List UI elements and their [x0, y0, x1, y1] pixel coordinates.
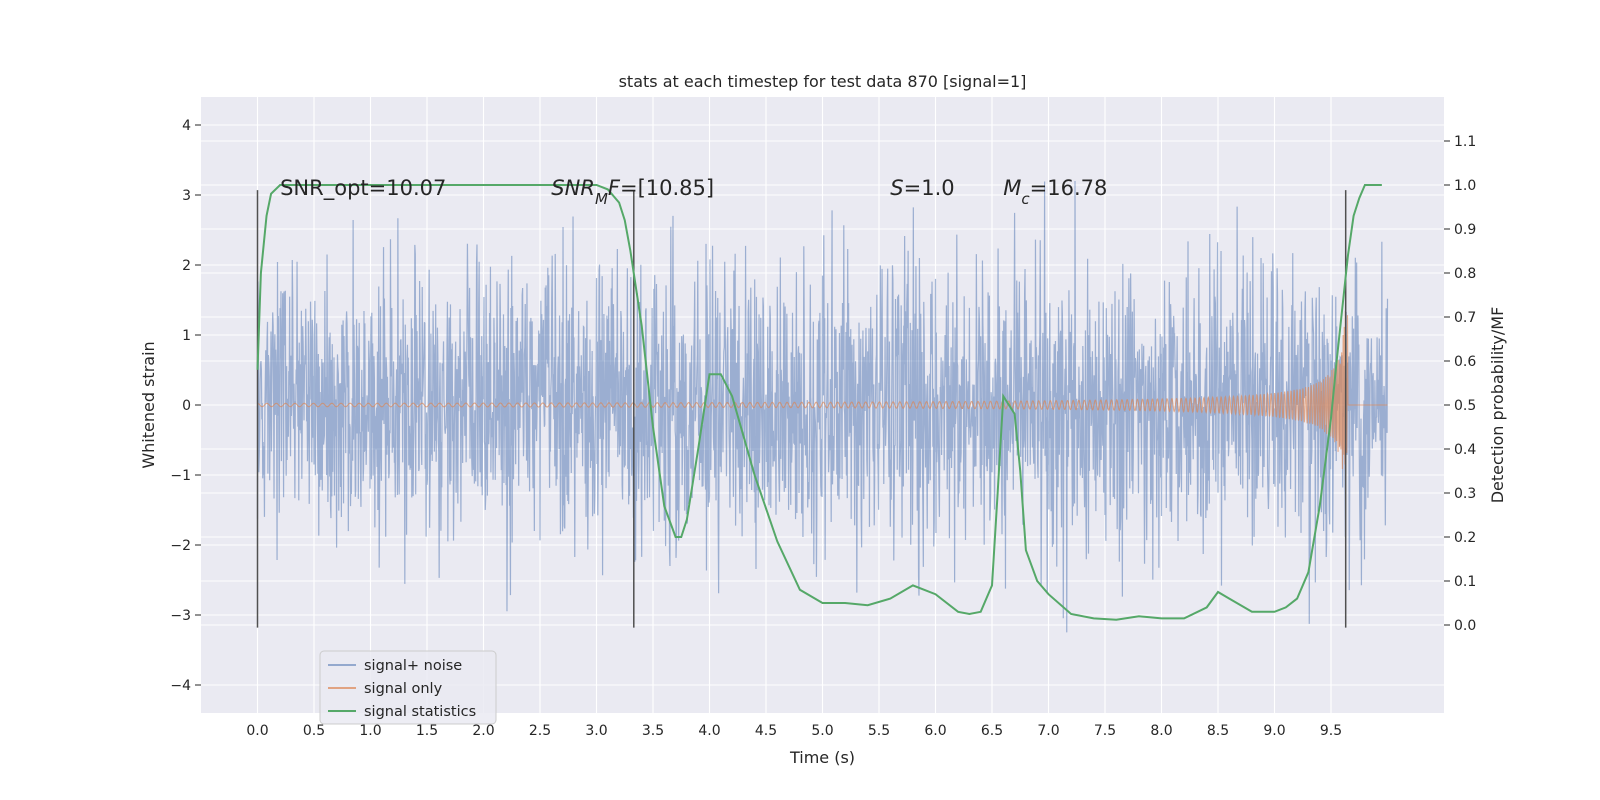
legend: signal+ noise signal only signal statistic… — [319, 650, 497, 725]
y-right-tick-label: 0.8 — [1454, 266, 1476, 282]
y-left-axis-ticks: 4 3 2 1 0 −1 −2 −3 −4 — [170, 118, 201, 694]
x-tick-label: 6.0 — [924, 723, 946, 739]
y-left-tick-label: −3 — [170, 608, 191, 624]
legend-entry-label: signal+ noise — [364, 658, 462, 674]
y-right-axis-label: Detection probability/MF — [1488, 307, 1507, 504]
annotation-text: SNR_opt=10.07 — [280, 176, 446, 201]
y-right-tick-label: 0.1 — [1454, 574, 1476, 590]
y-left-tick-label: 4 — [182, 118, 191, 134]
y-left-tick-label: −1 — [170, 468, 191, 484]
x-tick-label: 1.5 — [416, 723, 438, 739]
y-left-tick-label: 2 — [182, 258, 191, 274]
legend-entry-label: signal statistics — [364, 704, 476, 720]
y-right-tick-label: 0.9 — [1454, 222, 1476, 238]
x-tick-label: 8.0 — [1150, 723, 1172, 739]
x-tick-label: 9.5 — [1320, 723, 1342, 739]
y-right-tick-label: 0.7 — [1454, 310, 1476, 326]
x-tick-label: 6.5 — [981, 723, 1003, 739]
chart-title: stats at each timestep for test data 870… — [619, 72, 1027, 91]
y-right-tick-label: 0.2 — [1454, 530, 1476, 546]
x-tick-label: 0.0 — [246, 723, 268, 739]
legend-box — [319, 650, 497, 725]
x-axis-ticks: 0.0 0.5 1.0 1.5 2.0 2.5 3.0 3.5 4.0 4.5 5.0 5.5 6.0 6… — [246, 723, 1342, 739]
noise-trace — [256, 181, 1389, 633]
x-tick-label: 7.5 — [1094, 723, 1116, 739]
y-right-tick-label: 0.3 — [1454, 486, 1476, 502]
annotation-text: Mc=16.78 — [1003, 176, 1107, 208]
x-tick-label: 3.5 — [642, 723, 664, 739]
y-right-tick-label: 0.6 — [1454, 354, 1476, 370]
x-tick-label: 4.5 — [755, 723, 777, 739]
series-signal-statistics — [256, 184, 1382, 621]
x-tick-label: 1.0 — [359, 723, 381, 739]
annotation-text: S=1.0 — [890, 176, 954, 200]
y-left-tick-label: −4 — [170, 678, 191, 694]
y-right-tick-label: 1.0 — [1454, 178, 1476, 194]
x-tick-label: 3.0 — [585, 723, 607, 739]
x-tick-label: 2.0 — [472, 723, 494, 739]
x-tick-label: 5.5 — [868, 723, 890, 739]
signal-chirp-trace — [257, 310, 1388, 476]
x-tick-label: 5.0 — [811, 723, 833, 739]
annotations: SNR_opt=10.07 SNRMF=[10.85] S=1.0 Mc=16.78 — [280, 176, 1107, 208]
x-tick-label: 8.5 — [1207, 723, 1229, 739]
series-signal-noise — [256, 181, 1389, 633]
series-signal-only — [257, 310, 1388, 476]
x-tick-label: 7.0 — [1037, 723, 1059, 739]
y-right-axis-ticks: 1.1 1.0 0.9 0.8 0.7 0.6 0.5 0.4 0.3 0.2 0.1 0.0 — [1444, 134, 1476, 634]
legend-entry-label: signal only — [364, 681, 443, 697]
annotation-text: SNRMF=[10.85] — [551, 176, 714, 208]
y-right-tick-label: 0.0 — [1454, 618, 1476, 634]
y-left-tick-label: 3 — [182, 188, 191, 204]
y-left-axis-label: Whitened strain — [139, 341, 158, 468]
x-tick-label: 9.0 — [1263, 723, 1285, 739]
y-left-tick-label: −2 — [170, 538, 191, 554]
y-right-tick-label: 0.4 — [1454, 442, 1476, 458]
statistics-line — [256, 184, 1382, 621]
y-right-tick-label: 1.1 — [1454, 134, 1476, 150]
y-right-tick-label: 0.5 — [1454, 398, 1476, 414]
y-left-tick-label: 1 — [182, 328, 191, 344]
x-tick-label: 4.0 — [698, 723, 720, 739]
x-axis-label: Time (s) — [789, 748, 855, 767]
vertical-markers — [256, 190, 1347, 628]
x-tick-label: 2.5 — [529, 723, 551, 739]
y-left-tick-label: 0 — [182, 398, 191, 414]
x-tick-label: 0.5 — [303, 723, 325, 739]
